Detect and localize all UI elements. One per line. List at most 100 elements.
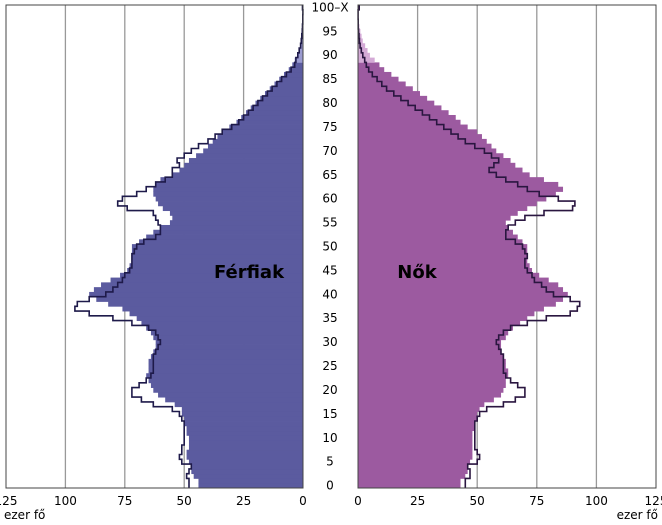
- male-bar: [184, 421, 303, 427]
- female-bar: [358, 57, 375, 63]
- male-bar: [131, 248, 303, 255]
- male-bar: [188, 435, 303, 441]
- male-bar: [153, 229, 303, 235]
- male-bar: [186, 430, 303, 436]
- x-tick-right: 125: [645, 494, 662, 508]
- female-bar: [358, 392, 502, 398]
- plot-frames: [5, 4, 657, 489]
- male-bar: [181, 406, 303, 412]
- female-bar: [358, 67, 385, 73]
- female-bar: [358, 320, 521, 326]
- female-bar: [358, 201, 537, 207]
- female-bar: [358, 473, 466, 479]
- male-bar: [162, 205, 303, 212]
- female-bar: [358, 134, 482, 140]
- female-bar: [358, 277, 549, 283]
- male-bar: [186, 449, 303, 455]
- male-bar: [198, 483, 303, 489]
- male-bar: [269, 86, 303, 92]
- male-bar: [292, 62, 303, 68]
- female-bar: [358, 52, 370, 59]
- x-tick-right: 75: [529, 494, 544, 508]
- female-bar: [358, 401, 485, 408]
- female-bar: [358, 38, 363, 44]
- female-bar: [358, 416, 478, 422]
- male-bar: [207, 143, 303, 149]
- female-bar: [358, 358, 506, 365]
- female-bar: [358, 373, 509, 379]
- female-bar: [358, 296, 564, 302]
- female-bar: [358, 282, 559, 288]
- male-bar: [294, 57, 303, 63]
- female-bar: [358, 239, 523, 245]
- age-tick-label: 40: [322, 287, 337, 301]
- male-bar: [188, 459, 303, 465]
- male-bar: [96, 296, 304, 302]
- male-bar: [110, 277, 303, 283]
- age-tick-label: 50: [322, 240, 337, 254]
- male-bar: [89, 291, 303, 298]
- female-bar: [358, 124, 468, 130]
- male-bar: [188, 440, 303, 446]
- female-bar: [358, 406, 480, 412]
- age-tick-label: 55: [322, 216, 337, 230]
- male-bar: [153, 191, 303, 197]
- age-tick-label: 85: [322, 72, 337, 86]
- female-bar: [358, 205, 528, 212]
- male-bar: [127, 268, 304, 274]
- male-bar: [150, 354, 303, 360]
- unit-label-right: ezer fő: [617, 508, 658, 522]
- male-bar: [93, 287, 303, 293]
- female-bar: [358, 158, 511, 164]
- female-bar: [358, 311, 535, 317]
- male-bar: [131, 253, 303, 259]
- male-bar: [186, 454, 303, 460]
- female-bar: [358, 167, 523, 173]
- male-bar: [148, 358, 303, 365]
- unit-label-left: ezer fő: [4, 508, 45, 522]
- male-outline-line: [74, 5, 304, 488]
- female-bars: [358, 5, 568, 489]
- x-axis-ticks: 125 100 75 50 25 0 0 25 50 75 100 125: [0, 494, 662, 508]
- male-bar: [191, 464, 303, 470]
- female-bar: [358, 397, 494, 403]
- male-bar: [165, 397, 303, 403]
- male-bar: [193, 473, 303, 479]
- male-bar: [155, 196, 303, 202]
- male-bar: [212, 138, 303, 145]
- male-bar: [148, 368, 303, 374]
- female-bar: [358, 153, 504, 159]
- male-bar: [184, 162, 303, 168]
- male-bar: [153, 349, 303, 355]
- female-bar: [358, 363, 506, 369]
- male-bar: [264, 91, 303, 97]
- female-bar: [358, 86, 413, 92]
- female-bar: [358, 76, 399, 82]
- female-bar: [358, 425, 475, 432]
- male-bar: [131, 244, 303, 250]
- female-bar: [358, 258, 528, 264]
- male-bar: [260, 95, 303, 102]
- age-tick-label: 65: [322, 168, 337, 182]
- age-axis: 0 5 10 15 20 25 30 35 40 45 50 55 60 65 70 75 80 85 90 95 10…: [311, 0, 348, 492]
- female-bar: [358, 268, 533, 274]
- age-tick-label: 90: [322, 48, 337, 62]
- age-tick-label: 30: [322, 335, 337, 349]
- x-tick-left: 125: [0, 494, 17, 508]
- male-bar: [236, 119, 303, 125]
- male-bar: [179, 167, 303, 173]
- female-bar: [358, 430, 473, 436]
- female-bar: [358, 368, 509, 374]
- female-bar: [358, 43, 366, 49]
- male-bar: [129, 263, 303, 269]
- age-tick-label: 20: [322, 383, 337, 397]
- male-bar: [184, 416, 303, 422]
- female-bar: [358, 421, 475, 427]
- female-bar: [358, 114, 456, 121]
- male-bar: [160, 177, 303, 183]
- male-bar: [288, 67, 303, 73]
- female-bar: [358, 229, 513, 235]
- female-bar: [358, 162, 516, 168]
- female-bar: [358, 177, 544, 183]
- male-bar: [148, 363, 303, 369]
